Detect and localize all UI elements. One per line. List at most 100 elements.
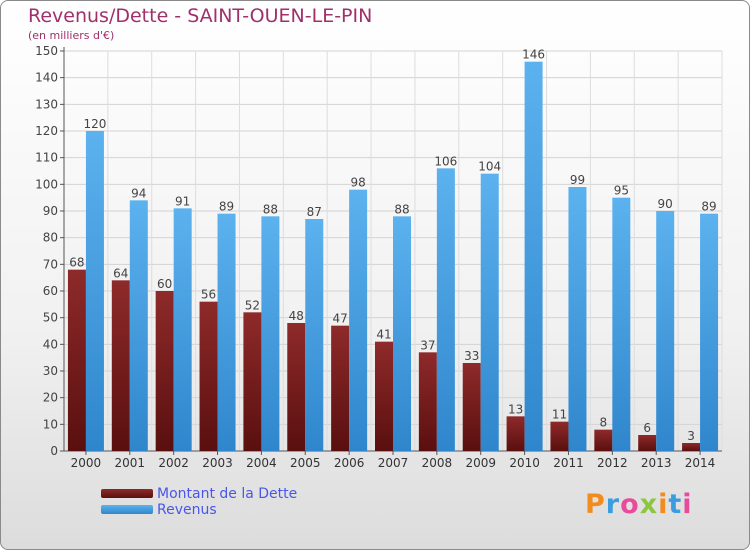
data-label: 89	[219, 200, 234, 214]
x-tick-label: 2003	[202, 456, 233, 470]
y-tick-label: 110	[35, 151, 58, 165]
x-tick-label: 2005	[290, 456, 321, 470]
logo-letter: P	[585, 489, 606, 520]
x-tick-label: 2013	[641, 456, 672, 470]
y-tick-label: 70	[43, 257, 58, 271]
revenue-bar	[129, 200, 148, 451]
debt-bar	[375, 341, 393, 451]
debt-bar	[243, 312, 262, 451]
data-label: 3	[687, 429, 695, 443]
logo-letter: t	[668, 489, 683, 520]
x-tick-label: 2014	[685, 456, 716, 470]
data-label: 91	[175, 194, 190, 208]
revenue-bar	[568, 187, 587, 451]
legend-label-revenue: Revenus	[157, 502, 217, 518]
revenue-bar	[612, 197, 631, 451]
revenue-bar	[261, 216, 280, 451]
debt-bar	[155, 291, 174, 451]
y-tick-label: 90	[43, 204, 58, 218]
data-label: 106	[434, 154, 457, 168]
chart-subtitle: (en milliers d'€)	[28, 29, 115, 42]
data-label: 94	[131, 186, 146, 200]
data-label: 47	[332, 312, 347, 326]
x-tick-label: 2010	[509, 456, 540, 470]
debt-bar	[594, 429, 613, 451]
x-tick-label: 2011	[553, 456, 584, 470]
legend-label-debt: Montant de la Dette	[157, 486, 298, 502]
revenue-bar	[349, 189, 368, 451]
revenue-bar	[85, 131, 104, 451]
x-tick-label: 2000	[71, 456, 102, 470]
chart-title: Revenus/Dette - SAINT-OUEN-LE-PIN	[28, 5, 373, 27]
data-label: 6	[643, 421, 651, 435]
data-label: 90	[658, 197, 673, 211]
revenue-bar	[480, 173, 499, 451]
y-tick-label: 60	[43, 284, 58, 298]
value-labels: 6812064946091568952884887479841883710633…	[69, 48, 716, 443]
debt-bar	[418, 352, 437, 451]
data-label: 87	[307, 205, 322, 219]
data-label: 37	[420, 338, 435, 352]
y-tick-label: 130	[35, 97, 58, 111]
data-label: 48	[289, 309, 304, 323]
debt-bar	[287, 323, 306, 451]
data-label: 8	[600, 416, 608, 430]
y-tick-label: 100	[35, 177, 58, 191]
data-label: 11	[552, 408, 567, 422]
data-label: 104	[478, 160, 501, 174]
logo-letter: i	[658, 489, 669, 520]
revenue-bar	[173, 208, 192, 451]
logo-letter: i	[682, 489, 693, 520]
debt-bar	[67, 269, 86, 451]
data-label: 146	[522, 48, 545, 62]
x-tick-label: 2008	[422, 456, 453, 470]
y-tick-label: 10	[43, 417, 58, 431]
data-label: 52	[245, 298, 260, 312]
x-tick-label: 2006	[334, 456, 365, 470]
y-tick-label: 80	[43, 231, 58, 245]
y-tick-label: 30	[43, 364, 58, 378]
x-tick-label: 2002	[158, 456, 189, 470]
y-tick-label: 0	[50, 444, 58, 458]
y-tick-label: 150	[35, 44, 58, 58]
logo-letter: x	[639, 489, 659, 520]
debt-bar	[506, 416, 525, 451]
data-label: 64	[113, 266, 128, 280]
x-tick-label: 2009	[465, 456, 496, 470]
data-label: 68	[69, 256, 84, 270]
revenue-bar	[393, 216, 411, 451]
debt-bar	[331, 325, 350, 451]
data-label: 60	[157, 277, 172, 291]
legend-swatch-revenue	[101, 505, 153, 514]
proxiti-logo: Proxiti	[585, 489, 693, 520]
data-label: 56	[201, 288, 216, 302]
x-tick-label: 2001	[115, 456, 146, 470]
logo-letter: r	[605, 489, 621, 520]
revenue-bar	[305, 219, 324, 451]
y-tick-label: 20	[43, 391, 58, 405]
y-tick-label: 50	[43, 311, 58, 325]
data-label: 88	[394, 202, 409, 216]
data-label: 41	[376, 328, 391, 342]
data-label: 120	[83, 117, 106, 131]
revenue-bar	[700, 213, 719, 451]
data-label: 88	[263, 202, 278, 216]
y-tick-label: 120	[35, 124, 58, 138]
debt-bar	[682, 443, 701, 451]
data-label: 33	[464, 349, 479, 363]
x-tick-label: 2004	[246, 456, 277, 470]
debt-bar	[638, 435, 657, 451]
debt-bar	[462, 363, 481, 451]
x-tick-label: 2007	[378, 456, 409, 470]
axes: 0 10 20 30 40 50 60 70 80 90 100 110 120 130 140 150 200…	[35, 44, 722, 470]
revenue-bar	[436, 168, 455, 452]
data-label: 98	[350, 176, 365, 190]
y-tick-label: 140	[35, 71, 58, 85]
revenue-bar	[656, 211, 675, 451]
data-label: 13	[508, 402, 523, 416]
revenue-bar	[524, 61, 543, 452]
bars	[67, 61, 719, 452]
data-label: 95	[614, 184, 629, 198]
